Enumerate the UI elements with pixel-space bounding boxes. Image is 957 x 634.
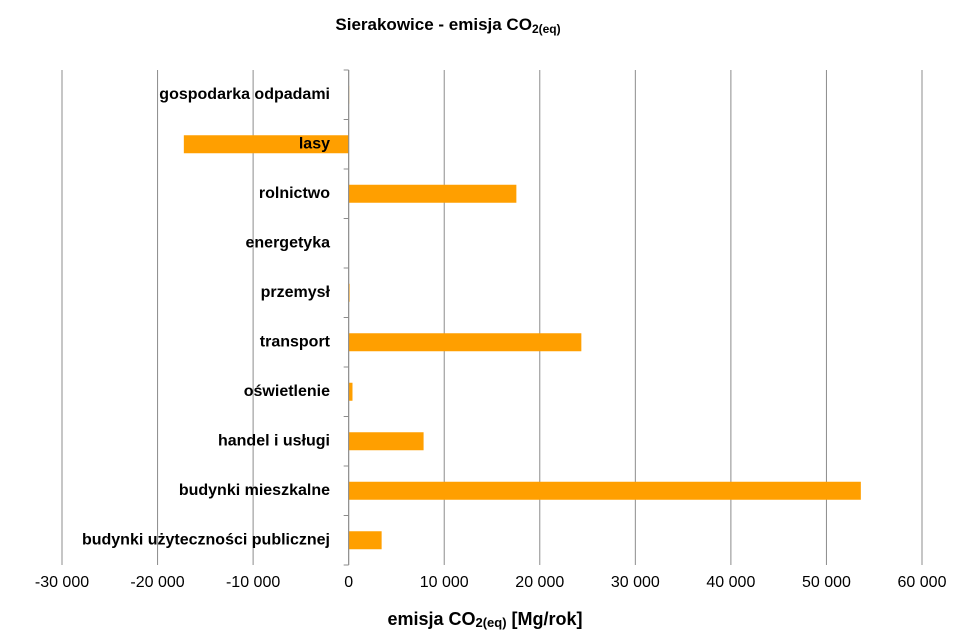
title-sub: 2(eq) [532, 22, 561, 36]
bar [348, 184, 517, 203]
x-tick-label: 60 000 [898, 574, 947, 591]
bar [348, 481, 861, 500]
x-tick-label: -10 000 [226, 574, 280, 591]
x-tick-label: 0 [344, 574, 353, 591]
xlabel-sub: 2(eq) [475, 615, 506, 630]
bar [348, 531, 382, 550]
x-tick-label: 30 000 [611, 574, 660, 591]
bar [348, 432, 424, 451]
bar [348, 333, 582, 352]
title-main: Sierakowice - emisja CO [335, 15, 532, 34]
y-tick-label: energetyka [246, 234, 331, 251]
xlabel-unit: [Mg/rok] [507, 609, 583, 629]
x-tick-label: -20 000 [130, 574, 184, 591]
x-tick-label: -30 000 [35, 574, 89, 591]
x-tick-label: 10 000 [420, 574, 469, 591]
y-tick-label: gospodarka odpadami [159, 86, 330, 103]
y-tick-label: budynki użyteczności publicznej [82, 531, 330, 548]
y-tick-label: budynki mieszkalne [179, 482, 330, 499]
x-tick-label: 40 000 [706, 574, 755, 591]
bar [183, 135, 349, 154]
y-tick-label: oświetlenie [244, 383, 330, 400]
y-tick-label: przemysł [261, 284, 331, 301]
x-tick-label: 20 000 [515, 574, 564, 591]
bar [348, 382, 353, 401]
x-tick-label: 50 000 [802, 574, 851, 591]
y-tick-label: rolnictwo [259, 185, 330, 202]
y-tick-label: transport [260, 333, 331, 350]
y-tick-label: lasy [299, 135, 330, 152]
y-tick-label: handel i usługi [218, 432, 330, 449]
chart-title: Sierakowice - emisja CO2(eq) [335, 15, 560, 35]
xlabel-main: emisja CO [387, 609, 475, 629]
x-axis-label: emisja CO2(eq) [Mg/rok] [387, 609, 582, 631]
